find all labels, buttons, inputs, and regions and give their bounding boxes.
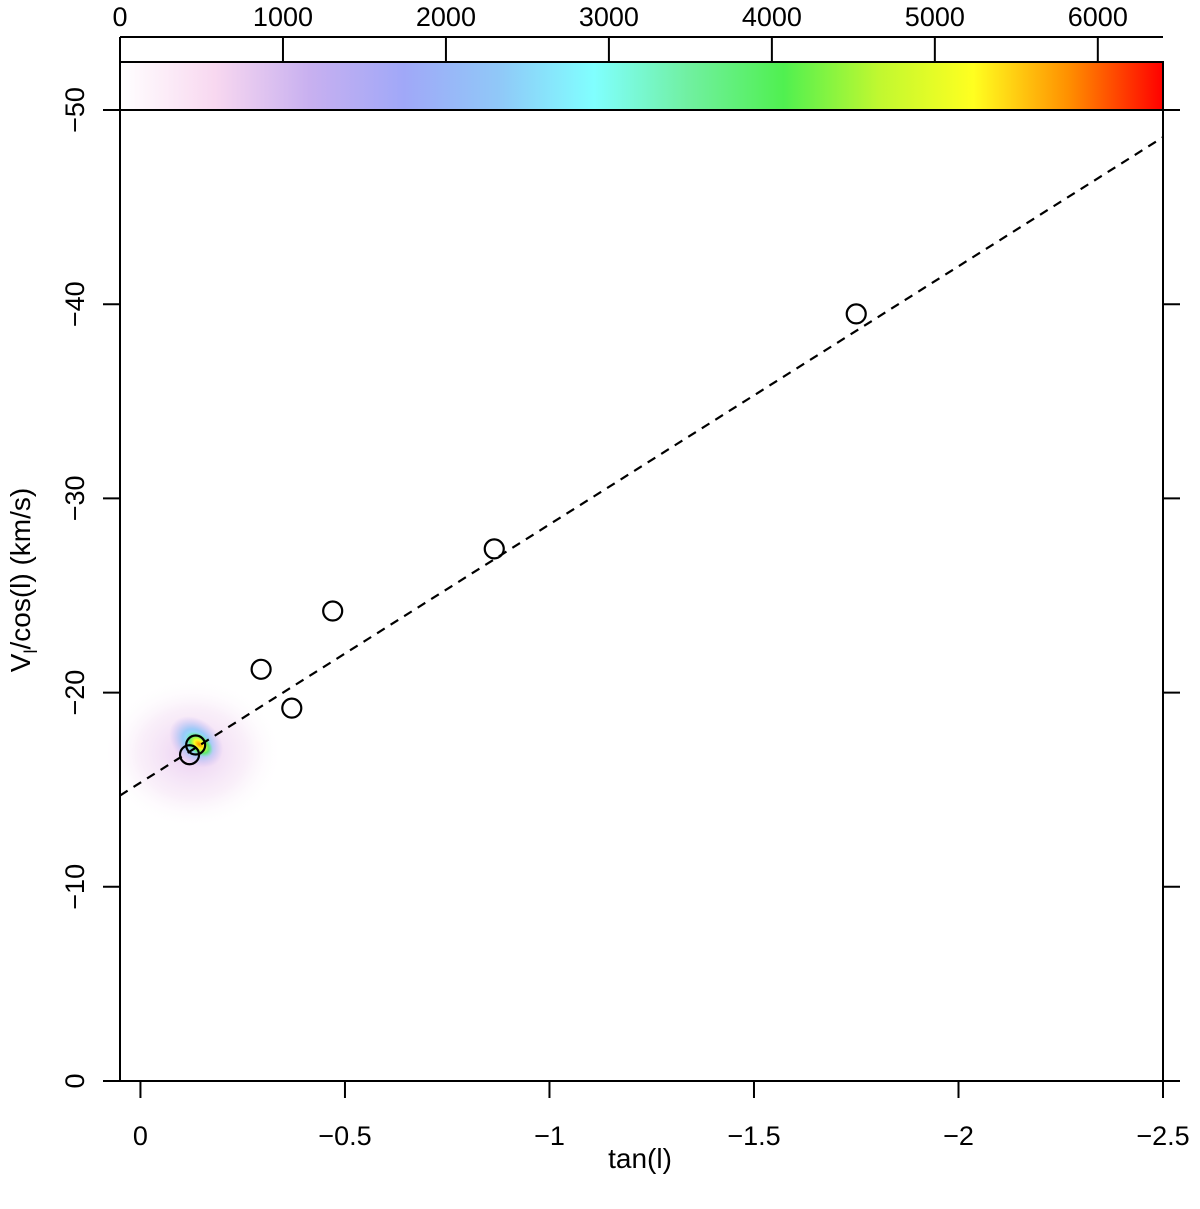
y-tick-label: −30 (60, 475, 90, 521)
data-point (322, 600, 344, 622)
x-tick-label: −2.5 (1136, 1121, 1189, 1151)
x-tick-label: −2 (943, 1121, 974, 1151)
colorbar: 0 1000 2000 3000 4000 5000 6000 (112, 2, 1164, 111)
x-axis: 0 −0.5 −1 −1.5 −2 −2.5 (133, 1080, 1190, 1151)
colorbar-strip (119, 61, 1164, 111)
x-tick-label: −1 (534, 1121, 565, 1151)
x-tick-label: −0.5 (318, 1121, 371, 1151)
x-tick-label: −1.5 (727, 1121, 780, 1151)
y-axis-title-rest: /cos(l) (km/s) (5, 488, 36, 650)
y-tick-label: −40 (60, 281, 90, 327)
y-axis-title-main: V (5, 653, 36, 672)
data-point (185, 734, 207, 756)
data-point (250, 658, 272, 680)
colorbar-tick-label: 0 (112, 2, 127, 32)
colorbar-tick-label: 6000 (1068, 2, 1128, 32)
y-axis-title-sub: l (21, 650, 41, 654)
y-tick-label: −20 (60, 670, 90, 716)
data-point (281, 697, 303, 719)
x-tick-label: 0 (133, 1121, 148, 1151)
y-tick-label: −10 (60, 864, 90, 910)
colorbar-tick-label: 5000 (905, 2, 965, 32)
plot-frame (119, 109, 1164, 1082)
y-axis-right (1163, 109, 1180, 1082)
y-tick-label: 0 (60, 1073, 90, 1088)
colorbar-ticks: 0 1000 2000 3000 4000 5000 6000 (112, 2, 1128, 62)
y-tick-label: −50 (60, 87, 90, 133)
y-axis: 0 −10 −20 −30 −40 −50 (60, 87, 120, 1089)
y-axis-title: Vl/cos(l) (km/s) (5, 488, 41, 672)
colorbar-tick-label: 1000 (253, 2, 313, 32)
data-point (483, 538, 505, 560)
data-points (178, 303, 867, 766)
x-axis-title: tan(l) (608, 1143, 672, 1174)
data-point (845, 303, 867, 325)
colorbar-tick-label: 2000 (416, 2, 476, 32)
fit-line (119, 136, 1164, 797)
colorbar-tick-label: 4000 (742, 2, 802, 32)
colorbar-tick-label: 3000 (579, 2, 639, 32)
